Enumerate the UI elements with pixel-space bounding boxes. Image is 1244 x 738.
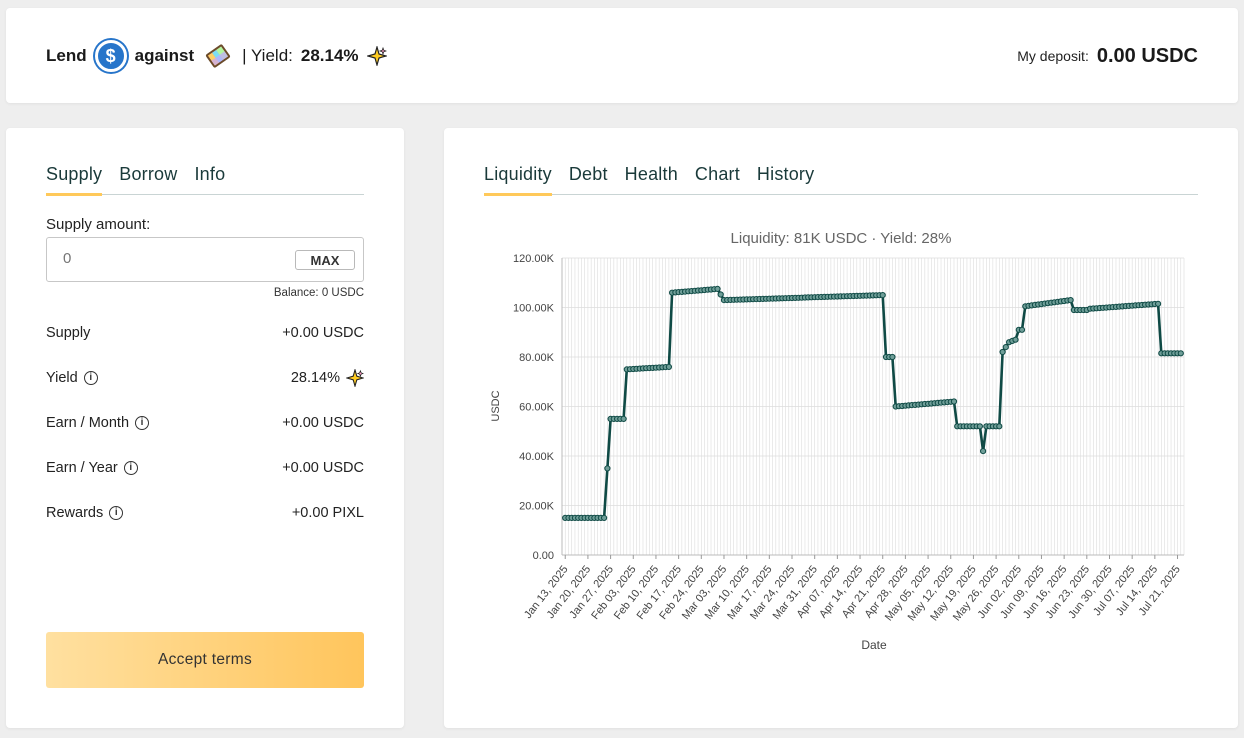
- chart-panel: Liquidity Debt Health Chart History 0.00…: [444, 128, 1238, 728]
- liquidity-data-point: [889, 353, 896, 361]
- liquidity-data-point: [996, 423, 1003, 430]
- stat-value: +0.00 USDC: [282, 415, 364, 431]
- stat-supply: Supply +0.00 USDC: [46, 323, 364, 343]
- liquidity-data-point: [1155, 300, 1162, 307]
- yield-prefix: | Yield:: [242, 46, 293, 65]
- liquidity-data-point: [999, 348, 1006, 356]
- stat-rewards: Rewards i +0.00 PIXL: [46, 503, 364, 523]
- chart-title: Liquidity: 81K USDC · Yield: 28%: [731, 230, 952, 247]
- liquidity-data-point: [714, 285, 721, 292]
- liquidity-data-point: [717, 291, 724, 298]
- stat-value: +0.00 USDC: [282, 460, 364, 476]
- sparkle-icon: [346, 369, 364, 387]
- liquidity-data-point: [1067, 297, 1074, 304]
- accept-terms-button[interactable]: Accept terms: [46, 632, 364, 688]
- liquidity-data-point: [1177, 350, 1184, 357]
- supply-tabs: Supply Borrow Info: [46, 164, 364, 196]
- my-deposit: My deposit: 0.00 USDC: [1017, 38, 1198, 74]
- market-title: Lend $ against | Yield: 28.14%: [46, 38, 387, 74]
- stat-yield: Yield i 28.14%: [46, 368, 364, 388]
- stat-value: 28.14%: [290, 370, 340, 386]
- y-axis-label: USDC: [490, 390, 502, 421]
- liquidity-chart: 0.00 20.00K 40.00K 60.00K 80.00K 100.00K 120.0…: [490, 230, 1185, 652]
- tab-health[interactable]: Health: [624, 164, 678, 184]
- stat-value: +0.00 USDC: [282, 325, 364, 341]
- stat-earn-year: Earn / Year i +0.00 USDC: [46, 458, 364, 478]
- tab-liquidity[interactable]: Liquidity: [484, 164, 552, 196]
- tab-borrow[interactable]: Borrow: [119, 164, 178, 184]
- stat-earn-month: Earn / Month i +0.00 USDC: [46, 413, 364, 433]
- liquidity-data-point: [976, 423, 984, 430]
- info-icon[interactable]: i: [135, 416, 150, 430]
- supply-amount-field: MAX: [46, 237, 364, 282]
- yield-value: 28.14%: [300, 46, 359, 65]
- tab-debt[interactable]: Debt: [568, 164, 608, 184]
- rainbow-gem-icon: [206, 44, 231, 68]
- header-card: Lend $ against | Yield: 28.14% My deposi…: [6, 8, 1238, 103]
- tab-history[interactable]: History: [756, 164, 815, 184]
- info-icon[interactable]: i: [83, 371, 98, 385]
- liquidity-data-point: [980, 448, 987, 455]
- liquidity-data-point: [665, 363, 672, 370]
- liquidity-data-point: [620, 415, 627, 422]
- y-tick-label: 20.00K: [519, 501, 555, 513]
- info-icon[interactable]: i: [123, 461, 138, 475]
- liquidity-data-point: [1018, 326, 1026, 333]
- sparkle-icon: [366, 46, 387, 66]
- y-tick-label: 120.00K: [513, 253, 555, 265]
- stat-label: Earn / Year: [46, 460, 118, 476]
- x-axis-label: Date: [861, 638, 887, 652]
- usdc-coin-icon: $: [94, 40, 127, 72]
- chart-tabs: Liquidity Debt Health Chart History: [484, 164, 1198, 196]
- stat-label: Supply: [46, 325, 91, 341]
- y-tick-label: 100.00K: [513, 303, 555, 315]
- supply-panel: Supply Borrow Info Supply amount: MAX Ba…: [6, 128, 404, 728]
- tab-supply[interactable]: Supply: [46, 164, 103, 196]
- liquidity-data-point: [950, 398, 958, 405]
- against-label: against: [134, 46, 195, 65]
- lend-label: Lend: [46, 46, 87, 65]
- liquidity-data-point: [604, 465, 611, 472]
- y-tick-label: 40.00K: [519, 451, 555, 463]
- supply-amount-input[interactable]: [63, 250, 263, 267]
- liquidity-data-point: [1012, 336, 1019, 343]
- y-tick-label: 80.00K: [519, 352, 555, 364]
- liquidity-data-point: [601, 514, 608, 521]
- y-tick-label: 60.00K: [519, 402, 555, 414]
- liquidity-data-point: [1002, 344, 1009, 351]
- tab-chart[interactable]: Chart: [694, 164, 740, 184]
- tab-info[interactable]: Info: [194, 164, 226, 184]
- y-tick-label: 0.00: [533, 550, 554, 562]
- supply-amount-label: Supply amount:: [46, 216, 151, 233]
- stat-label: Earn / Month: [46, 415, 130, 431]
- deposit-value: 0.00 USDC: [1096, 44, 1198, 67]
- liquidity-data-point: [879, 292, 886, 299]
- info-icon[interactable]: i: [109, 506, 124, 520]
- max-button[interactable]: MAX: [295, 250, 355, 270]
- stat-label: Yield: [46, 370, 78, 386]
- stat-value: +0.00 PIXL: [291, 505, 364, 521]
- deposit-label: My deposit:: [1017, 48, 1089, 64]
- balance-text: Balance: 0 USDC: [273, 287, 364, 299]
- stat-label: Rewards: [46, 505, 104, 521]
